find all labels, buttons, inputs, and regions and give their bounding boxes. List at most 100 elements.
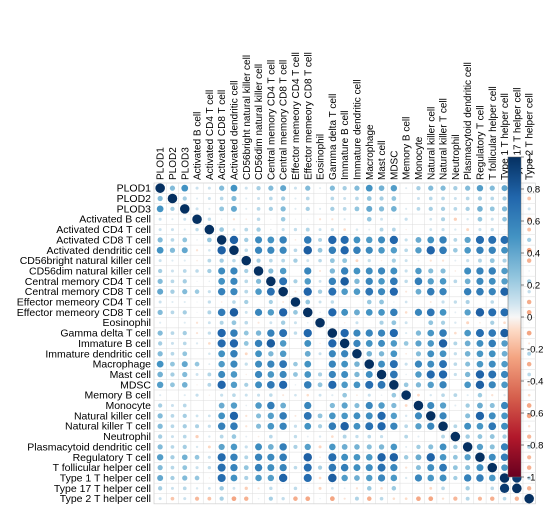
correlation-circle-cd56bright-natural-killer-cell-memory-b-cell: [404, 259, 408, 263]
correlation-circle-gamma-delta-t-cell-natural-killer-cell: [427, 329, 435, 337]
row-label-cd56dim-natural-killer-cell: CD56dim natural killer cell: [29, 265, 151, 277]
correlation-circle-regulatory-t-cell-activated-dendritic-cell: [230, 453, 238, 461]
correlation-circle-type-2-t-helper-cell-cd56bright-natural-killer-cell: [244, 496, 249, 501]
correlation-circle-immature-b-cell-activated-cd8-t-cell: [217, 339, 226, 348]
correlation-circle-central-memory-cd8-t-cell-t-follicular-helper-cell: [488, 288, 496, 296]
correlation-circle-activated-cd4-t-cell-plod2: [170, 228, 174, 232]
correlation-circle-plod1-memory-b-cell: [405, 187, 408, 190]
grid-border: [153, 182, 536, 505]
correlation-circle-natural-killer-cell-macrophage: [365, 412, 373, 420]
correlation-circle-cd56bright-natural-killer-cell-regulatory-t-cell: [478, 258, 482, 263]
correlation-circle-effector-memeory-cd8-t-cell-activated-b-cell: [196, 311, 198, 313]
correlation-circle-central-memory-cd8-t-cell-type-2-t-helper-cell: [527, 290, 531, 294]
correlation-circle-activated-b-cell-immature-b-cell: [343, 218, 346, 221]
correlation-circle-immature-b-cell-cd56bright-natural-killer-cell: [243, 341, 249, 346]
correlation-circle-plasmacytoid-dendritic-cell-plasmacytoid-dendritic-cell: [462, 442, 473, 452]
correlation-circle-cd56bright-natural-killer-cell-central-memory-cd8-t-cell: [281, 258, 286, 263]
correlation-circle-eosinophil-memory-b-cell: [404, 321, 408, 325]
correlation-circle-type-2-t-helper-cell-mdsc: [392, 497, 396, 500]
correlation-circle-plod3-cd56bright-natural-killer-cell: [245, 207, 248, 210]
correlation-circle-activated-dendritic-cell-eosinophil: [317, 247, 323, 253]
correlation-circle-activated-cd4-t-cell-gamma-delta-t-cell: [330, 227, 334, 232]
correlation-circle-effector-memeory-cd4-t-cell-activated-b-cell: [196, 301, 198, 303]
correlation-circle-activated-b-cell-cd56bright-natural-killer-cell: [245, 218, 248, 221]
correlation-circle-macrophage-cd56bright-natural-killer-cell: [244, 362, 248, 366]
correlation-circle-plod2-cd56bright-natural-killer-cell: [245, 197, 248, 200]
correlation-circle-mdsc-natural-killer-t-cell: [439, 381, 447, 389]
correlation-circle-effector-memeory-cd8-t-cell-plasmacytoid-dendritic-cell: [464, 309, 471, 316]
column-label-activated-dendritic-cell: Activated dendritic cell: [229, 80, 240, 180]
correlation-circle-immature-b-cell-activated-cd4-t-cell: [208, 342, 211, 345]
correlation-circle-macrophage-plod1: [156, 360, 164, 368]
correlation-circle-plod1-activated-cd4-t-cell: [207, 186, 211, 190]
row-label-immature-b-cell: Immature B cell: [78, 338, 151, 350]
correlation-circle-t-follicular-helper-cell-memory-b-cell: [404, 466, 408, 469]
correlation-circle-effector-memeory-cd8-t-cell-effector-memeory-cd4-t-cell: [293, 310, 298, 315]
correlation-circle-immature-dendritic-cell-effector-memeory-cd8-t-cell: [304, 350, 311, 357]
correlation-circle-immature-b-cell-eosinophil: [319, 342, 321, 345]
correlation-circle-effector-memeory-cd4-t-cell-activated-cd8-t-cell: [220, 301, 223, 303]
correlation-circle-cd56bright-natural-killer-cell-type-2-t-helper-cell: [526, 258, 532, 263]
correlation-circle-natural-killer-cell-plod1: [157, 413, 163, 419]
correlation-circle-immature-dendritic-cell-neutrophil: [453, 352, 457, 356]
correlation-circle-immature-dendritic-cell-plod2: [170, 351, 175, 356]
correlation-circle-eosinophil-cd56dim-natural-killer-cell: [257, 321, 260, 324]
correlation-circle-activated-cd8-t-cell-eosinophil: [318, 237, 323, 242]
column-label-gamma-delta-t-cell: Gamma delta T cell: [328, 94, 339, 180]
correlation-circle-plod1-central-memory-cd8-t-cell: [280, 185, 287, 192]
correlation-circle-plod1-activated-cd8-t-cell: [219, 185, 225, 191]
row-label-macrophage: Macrophage: [93, 359, 152, 371]
correlation-circle-effector-memeory-cd4-t-cell-memory-b-cell: [404, 300, 408, 304]
correlation-circle-monocyte-cd56bright-natural-killer-cell: [245, 404, 248, 407]
correlation-circle-macrophage-natural-killer-cell: [427, 360, 435, 368]
correlation-circle-natural-killer-cell-type-1-t-helper-cell: [501, 412, 508, 420]
correlation-circle-natural-killer-t-cell-type-2-t-helper-cell: [527, 424, 531, 428]
correlation-circle-plod3-activated-b-cell: [195, 207, 199, 211]
correlation-circle-plod3-effector-memeory-cd4-t-cell: [294, 207, 297, 210]
correlation-circle-activated-dendritic-cell-immature-b-cell: [340, 246, 349, 255]
correlation-circle-neutrophil-type-1-t-helper-cell: [502, 434, 507, 439]
correlation-circle-monocyte-t-follicular-helper-cell: [489, 402, 495, 409]
correlation-circle-natural-killer-t-cell-effector-memeory-cd4-t-cell: [293, 424, 298, 428]
correlation-circle-regulatory-t-cell-natural-killer-t-cell: [439, 453, 447, 461]
correlation-circle-type-2-t-helper-cell-activated-b-cell: [194, 496, 200, 501]
correlation-circle-activated-cd4-t-cell-immature-b-cell: [343, 228, 346, 231]
correlation-circle-plod3-cd56dim-natural-killer-cell: [256, 207, 261, 211]
correlation-circle-type-1-t-helper-cell-eosinophil: [318, 476, 322, 480]
correlation-circle-activated-b-cell-central-memory-cd8-t-cell: [280, 216, 286, 222]
row-label-regulatory-t-cell: Regulatory T cell: [73, 452, 151, 464]
correlation-circle-t-follicular-helper-cell-natural-killer-cell: [427, 464, 435, 472]
correlation-circle-neutrophil-eosinophil: [318, 435, 322, 438]
correlation-circle-activated-cd4-t-cell-plod3: [183, 228, 186, 231]
correlation-circle-activated-cd4-t-cell-central-memory-cd4-t-cell: [270, 228, 272, 231]
correlation-circle-t-follicular-helper-cell-eosinophil: [317, 465, 323, 470]
correlation-circle-plod1-effector-memeory-cd8-t-cell: [305, 185, 311, 191]
correlation-circle-mast-cell-central-memory-cd8-t-cell: [279, 370, 287, 379]
correlation-circle-effector-memeory-cd8-t-cell-central-memory-cd4-t-cell: [267, 309, 275, 316]
correlation-circle-activated-cd8-t-cell-activated-cd8-t-cell: [216, 235, 227, 245]
correlation-circle-t-follicular-helper-cell-mdsc: [390, 464, 398, 472]
correlation-circle-monocyte-plod3: [182, 403, 187, 408]
correlation-circle-activated-b-cell-cd56dim-natural-killer-cell: [256, 217, 261, 221]
correlation-circle-immature-dendritic-cell-natural-killer-cell: [427, 350, 435, 358]
correlation-circle-type-1-t-helper-cell-type-2-t-helper-cell: [527, 476, 531, 480]
correlation-circle-mdsc-immature-dendritic-cell: [353, 381, 361, 389]
correlation-circle-central-memory-cd8-t-cell-effector-memeory-cd4-t-cell: [294, 290, 297, 293]
row-label-eosinophil: Eosinophil: [103, 317, 151, 329]
correlation-circle-immature-b-cell-plod2: [170, 341, 174, 345]
correlation-circle-cd56bright-natural-killer-cell-natural-killer-cell: [429, 259, 432, 262]
correlation-circle-central-memory-cd4-t-cell-plod1: [157, 278, 163, 284]
correlation-circle-cd56bright-natural-killer-cell-neutrophil: [454, 259, 457, 262]
correlation-circle-cd56dim-natural-killer-cell-natural-killer-cell: [428, 268, 434, 274]
correlation-circle-type-17-t-helper-cell-eosinophil: [318, 486, 322, 490]
correlation-circle-activated-cd8-t-cell-type-1-t-helper-cell: [500, 235, 509, 244]
correlation-circle-immature-dendritic-cell-memory-b-cell: [405, 352, 408, 355]
correlation-circle-activated-cd4-t-cell-activated-b-cell: [195, 227, 199, 232]
correlation-circle-plod1-type-1-t-helper-cell: [501, 185, 508, 192]
correlation-circle-natural-killer-cell-central-memory-cd8-t-cell: [279, 412, 287, 420]
correlation-circle-effector-memeory-cd4-t-cell-macrophage: [366, 299, 372, 305]
correlation-circle-activated-cd8-t-cell-type-2-t-helper-cell: [527, 237, 532, 243]
correlation-circle-central-memory-cd4-t-cell-central-memory-cd8-t-cell: [279, 277, 288, 286]
correlation-circle-gamma-delta-t-cell-type-2-t-helper-cell: [526, 330, 532, 336]
correlation-circle-neutrophil-effector-memeory-cd8-t-cell: [306, 435, 309, 438]
